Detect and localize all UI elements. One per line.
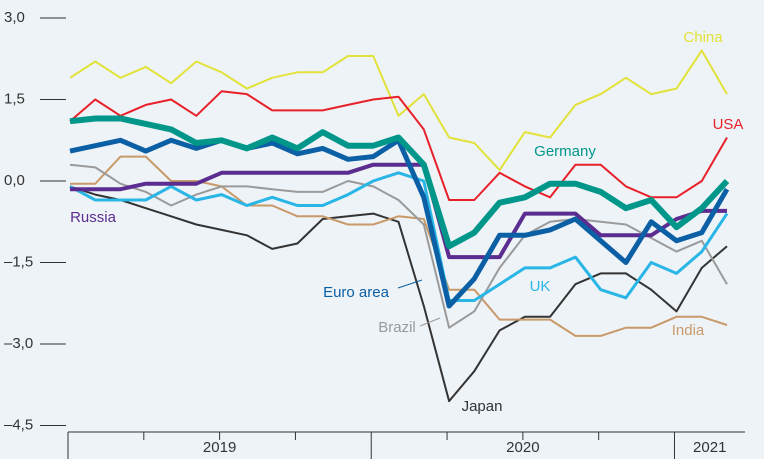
y-tick-label: 0,0 <box>4 172 25 189</box>
series-label: India <box>672 322 705 339</box>
year-label: 2020 <box>506 439 539 456</box>
series-line <box>70 155 728 337</box>
series-label: Russia <box>70 209 117 226</box>
y-tick-label: –1,5 <box>4 253 33 270</box>
series-label: UK <box>530 278 551 295</box>
series-label: Japan <box>462 398 503 415</box>
leader-line <box>397 279 423 289</box>
year-label: 2021 <box>693 439 726 456</box>
series-line <box>69 163 728 329</box>
series-label: Germany <box>534 143 596 160</box>
leader-line <box>419 317 441 327</box>
y-tick-label: –4,5 <box>4 416 33 433</box>
series-line <box>70 162 727 260</box>
y-tick-label: 3,0 <box>4 9 25 26</box>
series-line <box>69 90 728 201</box>
series-label: Euro area <box>323 284 390 301</box>
series-line <box>69 171 729 302</box>
year-label: 2019 <box>203 439 236 456</box>
series-label: Brazil <box>378 319 416 336</box>
series-label: China <box>683 29 723 46</box>
series-line <box>69 49 728 172</box>
y-tick-label: 1,5 <box>4 90 25 107</box>
series-label: USA <box>713 116 744 133</box>
series-line <box>69 115 730 250</box>
y-tick-label: –3,0 <box>4 335 33 352</box>
series-line <box>69 185 728 403</box>
